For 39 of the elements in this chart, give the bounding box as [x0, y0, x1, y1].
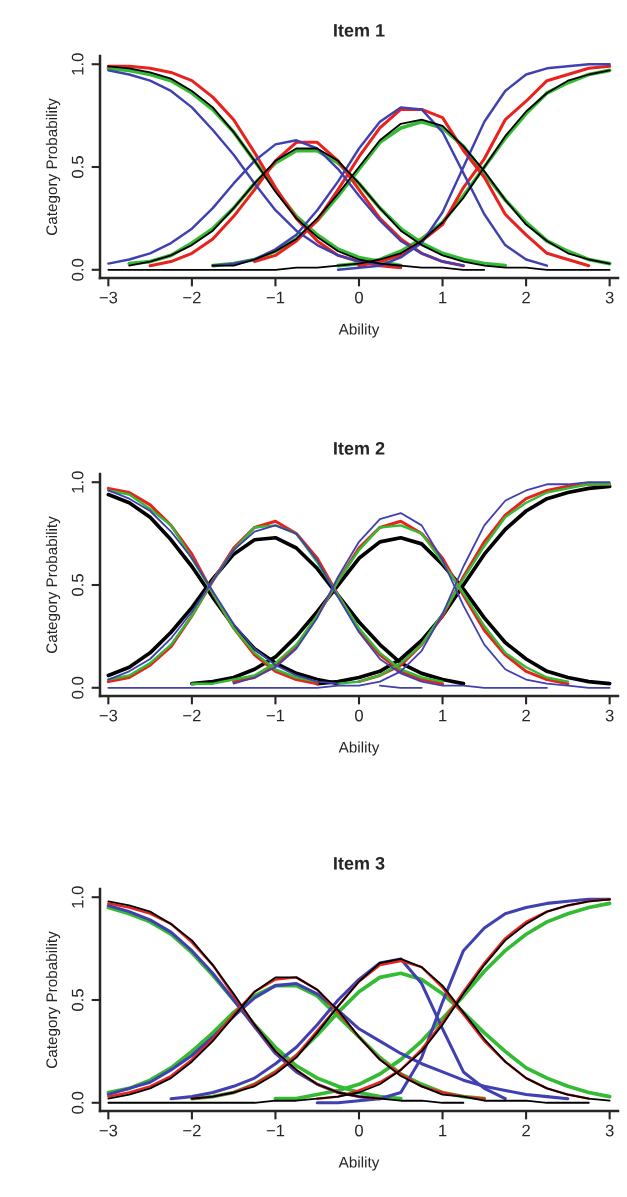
x-tick-label: −1 — [266, 1124, 285, 1137]
x-tick-label: 2 — [522, 291, 530, 304]
x-tick-label: 1 — [439, 291, 447, 304]
x-tick-label: −2 — [183, 291, 201, 304]
y-axis-title: Category Probability — [45, 516, 61, 653]
chart-title: Item 1 — [334, 24, 385, 37]
y-tick-label: 1.0 — [71, 471, 84, 493]
x-tick-label: 0 — [355, 291, 363, 304]
y-tick-label: 0.5 — [71, 574, 84, 596]
x-tick-label: −1 — [266, 709, 285, 722]
x-tick-label: −2 — [183, 1124, 201, 1137]
x-tick-label: −1 — [266, 291, 285, 304]
x-axis-title: Ability — [338, 1156, 380, 1171]
x-tick-label: 3 — [605, 291, 614, 304]
x-tick-label: 1 — [439, 1124, 447, 1137]
chart-title: Item 2 — [334, 441, 385, 455]
chart-title: Item 3 — [334, 856, 385, 870]
y-tick-label: 1.0 — [71, 53, 84, 75]
y-tick-label: 0.0 — [71, 1091, 84, 1114]
x-axis-title: Ability — [338, 323, 380, 338]
y-tick-label: 0.5 — [71, 989, 84, 1011]
y-axis-title: Category Probability — [45, 98, 61, 235]
x-tick-label: −3 — [99, 291, 118, 304]
x-tick-label: 0 — [355, 709, 363, 722]
x-tick-label: 0 — [355, 1124, 363, 1137]
x-tick-label: 3 — [605, 709, 614, 722]
y-tick-label: 1.0 — [71, 886, 84, 908]
x-tick-label: 3 — [605, 1124, 614, 1137]
x-tick-label: 2 — [522, 1124, 530, 1137]
x-tick-label: −2 — [183, 709, 201, 722]
x-tick-label: −3 — [99, 709, 118, 722]
x-tick-label: −3 — [99, 1124, 118, 1137]
y-tick-label: 0.5 — [71, 156, 84, 178]
y-tick-label: 0.0 — [71, 676, 84, 699]
y-tick-label: 0.0 — [71, 258, 84, 281]
x-tick-label: 1 — [439, 709, 447, 722]
y-axis-title: Category Probability — [45, 931, 61, 1068]
x-tick-label: 2 — [522, 709, 530, 722]
x-axis-title: Ability — [338, 741, 380, 756]
